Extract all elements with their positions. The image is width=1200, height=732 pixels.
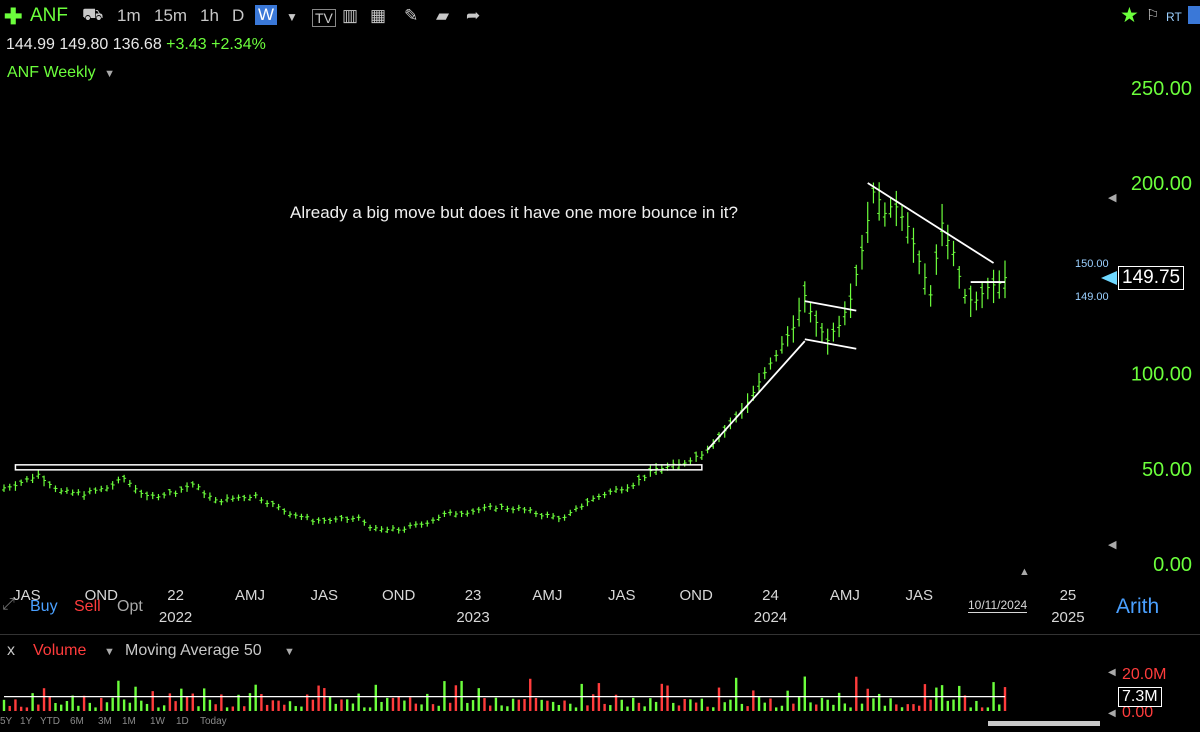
x-tick-year: 2024 [754,609,787,626]
pencil-icon[interactable]: ✎ [404,6,419,25]
change-pct-value: +2.34% [211,36,266,53]
y-tick-label: 200.00 [1131,173,1192,195]
x-tick-year: 2025 [1051,609,1084,626]
range-button-ytd[interactable]: YTD [40,716,60,727]
x-tick-label: AMJ [830,587,860,604]
range-button-today[interactable]: Today [200,716,227,727]
x-tick-year: 2022 [159,609,192,626]
calculator-icon[interactable]: ▦ [370,6,387,25]
sell-button[interactable]: Sell [74,598,101,615]
scroll-up-icon[interactable]: ▲ [1019,566,1030,578]
x-tick-label: JAS [13,587,41,604]
y-tick-label: 250.00 [1131,78,1192,100]
volume-axis-top: 20.0M [1122,666,1167,683]
trendline[interactable] [804,338,857,350]
last-price-tag: 149.75 [1118,266,1185,290]
interval-15m-button[interactable]: 15m [154,6,188,25]
volume-label[interactable]: Volume [33,642,87,659]
vol-scroll-icon[interactable]: ◀ [1108,667,1116,678]
add-icon[interactable]: ✚ [4,4,23,29]
flag-icon[interactable]: ⚐ [1146,7,1160,24]
interval-1m-button[interactable]: 1m [117,6,141,25]
x-tick-label: 22 [167,587,184,604]
quote-icon[interactable]: ⛟ [82,5,104,24]
trendline[interactable] [804,300,857,312]
interval-dropdown-icon[interactable]: ▼ [286,10,298,24]
star-icon[interactable]: ★ [1120,4,1139,27]
range-button-1m[interactable]: 1M [122,716,136,727]
x-tick-label: OND [679,587,713,604]
volume-close-button[interactable]: x [7,642,15,659]
settings-icon[interactable] [1188,6,1200,24]
range-button-1d[interactable]: 1D [176,716,189,727]
expand-icon[interactable]: ⤢ [2,596,15,613]
interval-1h-button[interactable]: 1h [200,6,219,25]
chart-title-text: ANF Weekly [7,64,96,81]
y-tick-label: 0.00 [1153,554,1192,576]
volume-axis-bottom: 0.00 [1122,704,1154,721]
symbol-input[interactable]: ANF [30,5,68,26]
interval-d-button[interactable]: D [232,6,245,25]
buy-button[interactable]: Buy [30,598,58,615]
tv-icon[interactable]: TV [312,9,336,27]
horizontal-scrollbar[interactable] [988,721,1100,726]
x-tick-label: AMJ [235,587,265,604]
price-marker-icon [1101,271,1117,285]
scroll-left-icon-2[interactable]: ◀ [1108,539,1117,551]
x-tick-label: JAS [905,587,933,604]
x-tick-label: 23 [465,587,482,604]
x-tick-label: 24 [762,587,779,604]
breakout-channel[interactable] [14,464,703,471]
y-tick-label: 100.00 [1131,364,1192,386]
open-value: 144.99 [6,36,55,53]
x-tick-label: JAS [311,587,339,604]
ma-label[interactable]: Moving Average 50 [125,642,262,659]
toolbar: ✚ ANF ⛟ 1m 15m 1h D W ▼ TV ▥ ▦ ✎ ▰ ➦ ★ ⚐… [0,0,1200,34]
interval-w-button[interactable]: W [255,5,278,25]
x-tick-year: 2023 [456,609,489,626]
trendline[interactable] [867,182,995,264]
ohlc-readout: 144.99 149.80 136.68 +3.43 +2.34% [6,36,266,54]
high-value: 149.80 [59,36,109,53]
chart-title[interactable]: ANF Weekly ▼ [7,64,115,82]
range-button-5y[interactable]: 5Y [0,716,13,727]
volume-value-tag: 7.3M [1118,687,1162,707]
volume-dropdown-icon[interactable]: ▼ [104,646,115,658]
bars-icon[interactable]: ▥ [342,6,359,25]
x-tick-label: AMJ [532,587,562,604]
x-tick-label: JAS [608,587,636,604]
range-button-1y[interactable]: 1Y [20,716,33,727]
share-icon[interactable]: ➦ [466,6,481,25]
trendline[interactable] [706,340,806,451]
x-tick-label: 25 [1060,587,1077,604]
annotation-text: Already a big move but does it have one … [290,203,738,222]
change-value: +3.43 [166,36,207,53]
low-value: 136.68 [112,36,162,53]
x-tick-label: OND [85,587,119,604]
rt-label: RT [1166,10,1182,24]
date-label: 10/11/2024 [968,598,1028,613]
opt-button[interactable]: Opt [117,598,143,615]
range-button-1w[interactable]: 1W [150,716,165,727]
vol-scroll-icon-2[interactable]: ◀ [1108,708,1116,719]
title-dropdown-icon[interactable]: ▼ [104,68,115,80]
scale-mode[interactable]: Arith [1116,595,1160,618]
x-tick-label: OND [382,587,416,604]
bid-label: 150.00 [1075,258,1109,270]
folder-icon[interactable]: ▰ [436,6,450,25]
ask-label: 149.00 [1075,291,1109,303]
panel-divider [0,634,1200,635]
y-tick-label: 50.00 [1142,459,1192,481]
ma-dropdown-icon[interactable]: ▼ [284,646,295,658]
range-button-3m[interactable]: 3M [98,716,112,727]
range-button-6m[interactable]: 6M [70,716,84,727]
scroll-left-icon[interactable]: ◀ [1108,192,1117,204]
